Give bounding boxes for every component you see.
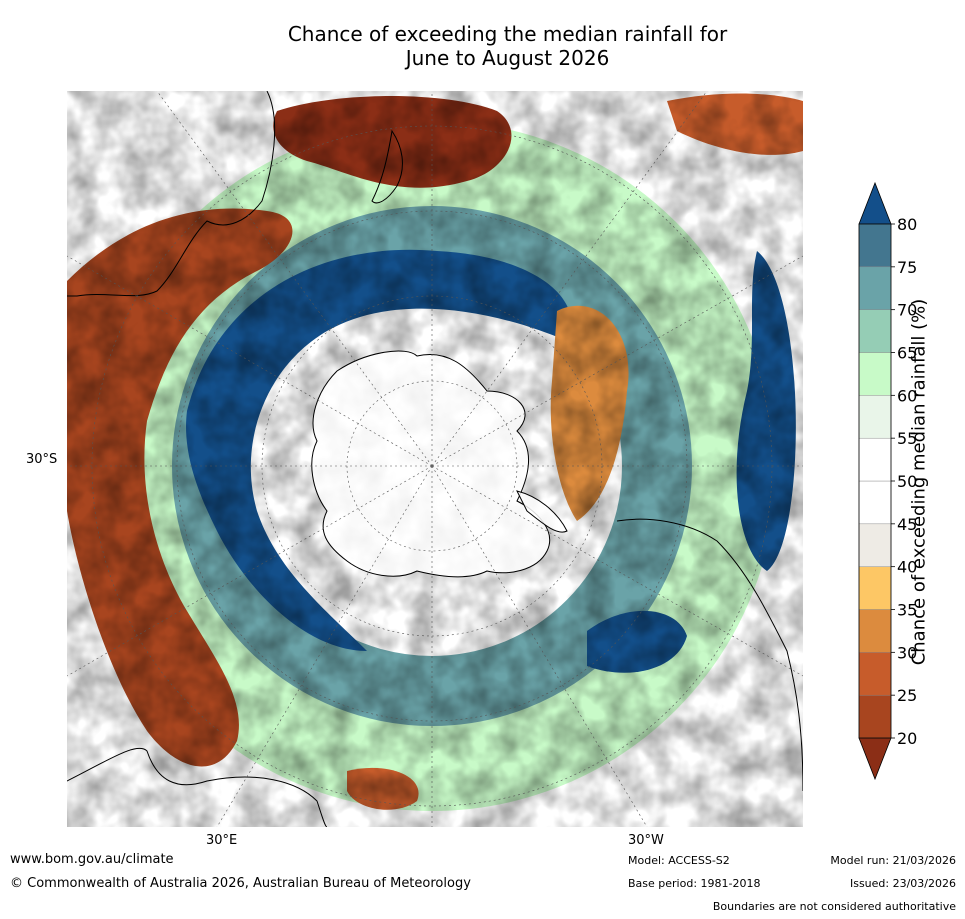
rainfall-map xyxy=(67,91,803,827)
colorbar-tick-label: 45 xyxy=(897,515,917,534)
colorbar-band xyxy=(858,266,892,310)
colorbar-band xyxy=(858,309,892,353)
footer-issued: Issued: 23/03/2026 xyxy=(849,877,956,890)
colorbar-band xyxy=(858,694,892,739)
colorbar-title: Chance of exceeding median rainfall (%) xyxy=(908,298,930,666)
colorbar-tick-label: 55 xyxy=(897,429,917,448)
footer-copyright: © Commonwealth of Australia 2026, Austra… xyxy=(10,876,471,891)
graticule xyxy=(67,91,803,827)
title-line-1: Chance of exceeding the median rainfall … xyxy=(287,22,728,46)
footer-url[interactable]: www.bom.gov.au/climate xyxy=(10,852,174,867)
colorbar-tick-label: 60 xyxy=(897,386,917,405)
colorbar-tick-label: 50 xyxy=(897,472,917,491)
colorbar-under-arrow xyxy=(858,737,892,781)
colorbar-tick-label: 70 xyxy=(897,301,917,320)
colorbar-band xyxy=(858,523,892,567)
colorbar-band xyxy=(858,395,892,439)
antarctic-peninsula xyxy=(516,490,568,533)
new-zealand-coastline xyxy=(371,129,403,204)
map-title: Chance of exceeding the median rainfall … xyxy=(0,22,965,70)
australia-coastline xyxy=(67,91,276,297)
footer-model-run: Model run: 21/03/2026 xyxy=(830,854,956,867)
colorbar-tick-label: 20 xyxy=(897,729,917,748)
colorbar: 20 25 30 35 40 45 50 55 60 65 70 75 80 xyxy=(858,181,917,781)
colorbar-tick-label: 75 xyxy=(897,258,917,277)
footer-disclaimer: Boundaries are not considered authoritat… xyxy=(712,900,956,913)
colorbar-tick-label: 80 xyxy=(897,215,917,234)
colorbar-band xyxy=(858,566,892,610)
colorbar-band xyxy=(858,609,892,653)
antarctica-outline xyxy=(311,350,551,578)
colorbar-tick-label: 25 xyxy=(897,686,917,705)
longitude-label-east: 30°E xyxy=(206,833,238,848)
latitude-label: 30°S xyxy=(26,452,58,467)
colorbar-band xyxy=(858,223,892,268)
colorbar-tick-label: 40 xyxy=(897,558,917,577)
colorbar-tick-label: 30 xyxy=(897,643,917,662)
footer-base-period: Base period: 1981-2018 xyxy=(628,877,761,890)
africa-coastline xyxy=(67,747,328,827)
colorbar-band xyxy=(858,480,892,525)
colorbar-tick-label: 65 xyxy=(897,344,917,363)
colorbar-tick-label: 35 xyxy=(897,601,917,620)
footer-model: Model: ACCESS-S2 xyxy=(628,854,730,867)
colorbar-over-arrow xyxy=(858,181,892,225)
title-line-2: June to August 2026 xyxy=(405,46,610,70)
colorbar-band xyxy=(858,352,892,396)
longitude-label-west: 30°W xyxy=(628,833,664,848)
south-america-coastline xyxy=(616,518,803,792)
colorbar-band xyxy=(858,652,892,696)
colorbar-band xyxy=(858,437,892,482)
